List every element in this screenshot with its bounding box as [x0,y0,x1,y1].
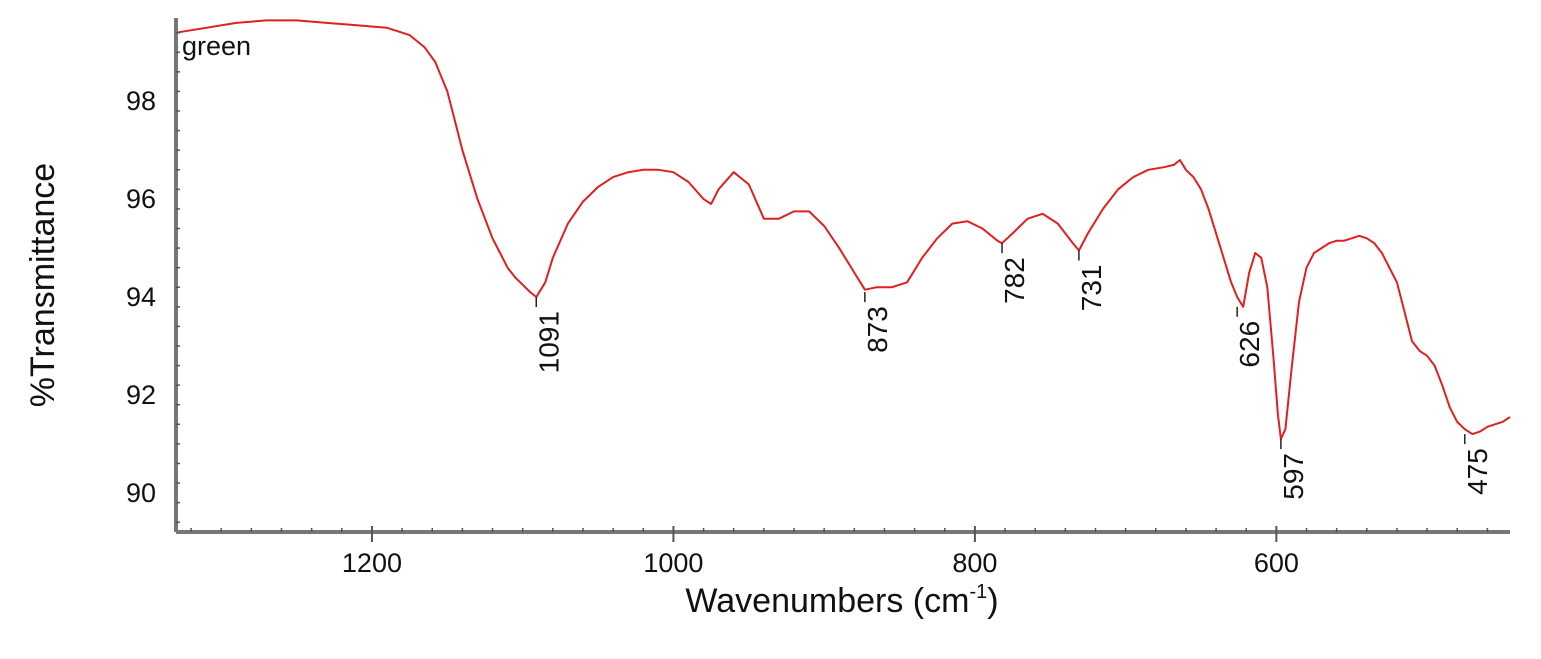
y-tick-label: 94 [126,282,156,312]
peak-label: 1091 [533,311,564,373]
x-tick-label: 1200 [342,548,402,578]
x-tick-label: 800 [952,548,997,578]
x-axis-title-main: Wavenumbers (cm [685,582,969,620]
peak-label: 873 [862,306,893,353]
axes: 90 92 94 96 98 1200 1000 800 600 [126,18,1510,578]
series-label-green: green [182,31,251,61]
y-tick-label: 92 [126,380,156,410]
y-tick-label: 96 [126,184,156,214]
peak-label: 626 [1234,321,1265,368]
y-tick-label: 90 [126,478,156,508]
peak-label: 731 [1076,265,1107,312]
x-tick-label: 600 [1254,548,1299,578]
peak-label: 475 [1462,448,1493,495]
x-tick-label: 1000 [643,548,703,578]
x-axis-title-suffix: ) [987,582,998,620]
peak-label: 597 [1278,453,1309,500]
plot-area [175,19,1511,440]
x-axis-title-superscript: -1 [969,581,987,603]
peak-label: 782 [999,257,1030,304]
x-axis-title: Wavenumbers (cm-1) [685,581,998,620]
peak-annotations: 1091 873 782 731 626 597 475 [533,243,1493,500]
y-axis-title: %Transmittance [24,163,62,407]
y-tick-label: 98 [126,86,156,116]
series-line-green [175,19,1511,440]
